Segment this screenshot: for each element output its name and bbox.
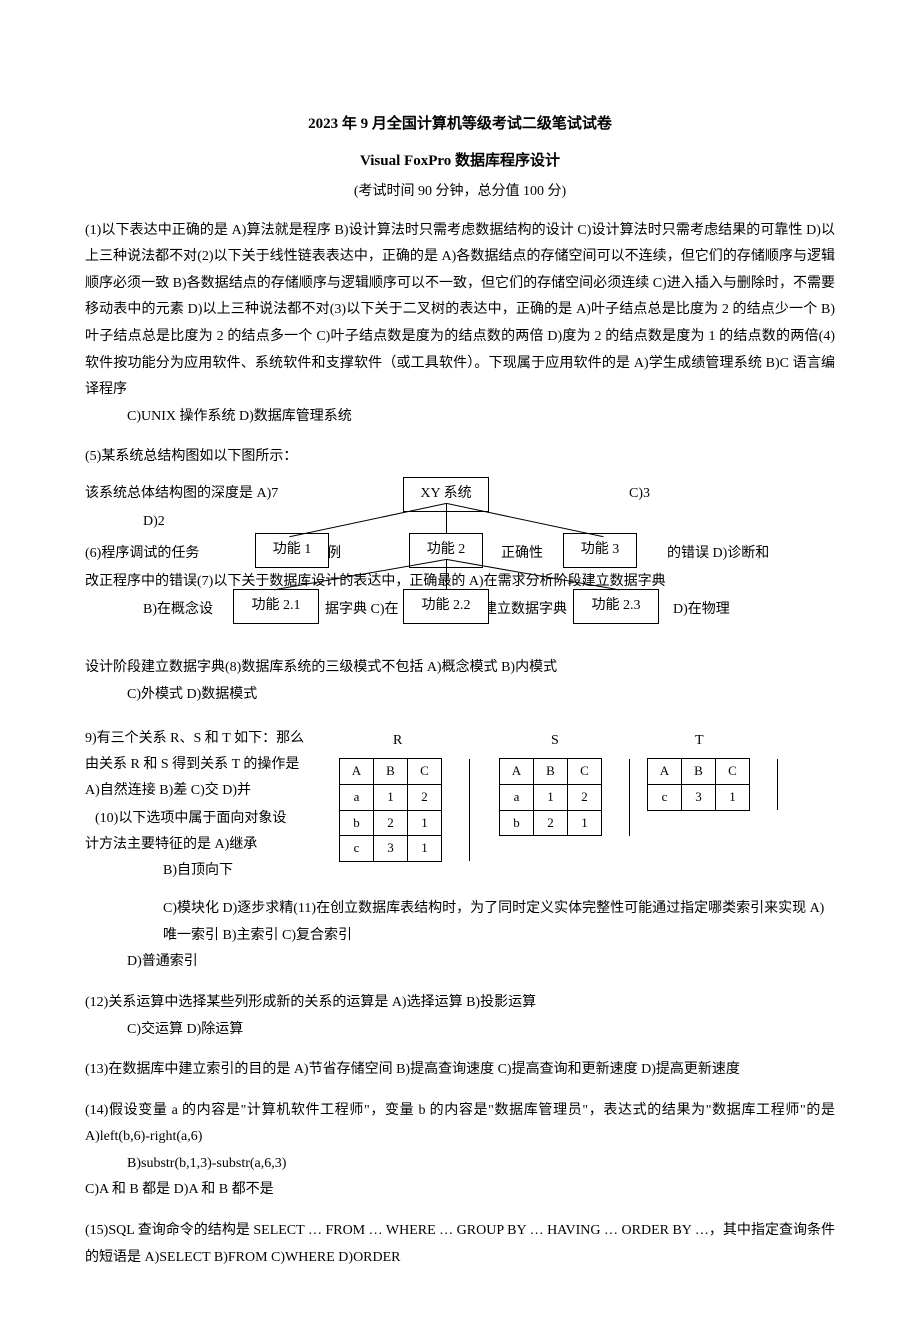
q10-text-1: (10)以下选项中属于面向对象设 xyxy=(95,806,286,833)
table-r: ABC a12 b21 c31 xyxy=(339,758,470,862)
q15: (15)SQL 查询命令的结构是 SELECT … FROM … WHERE …… xyxy=(85,1218,835,1271)
q4-options: C)UNIX 操作系统 D)数据库管理系统 xyxy=(127,404,835,431)
tree-l1-3: 功能 3 xyxy=(563,533,637,568)
line-r-2 xyxy=(446,503,447,533)
q14: (14)假设变量 a 的内容是"计算机软件工程师"，变量 b 的内容是"数据库管… xyxy=(85,1098,835,1151)
q6-text-a: (6)程序调试的任务 xyxy=(85,541,199,568)
q5-text-a: 该系统总体结构图的深度是 A)7 xyxy=(85,481,278,508)
table-label-r: R xyxy=(393,728,402,755)
line-m-2 xyxy=(446,559,447,589)
relational-tables-area: 9)有三个关系 R、S 和 T 如下：那么 由关系 R 和 S 得到关系 T 的… xyxy=(85,726,835,896)
q9-text-1: 9)有三个关系 R、S 和 T 如下：那么 xyxy=(85,726,304,753)
tree-l2-3: 功能 2.3 xyxy=(573,589,659,624)
q12-options: C)交运算 D)除运算 xyxy=(127,1017,835,1044)
table-t: ABC c31 xyxy=(647,758,778,810)
q6-text-d: 的错误 D)诊断和 xyxy=(667,541,769,568)
questions-1-4: (1)以下表达中正确的是 A)算法就是程序 B)设计算法时只需考虑数据结构的设计… xyxy=(85,218,835,404)
q13: (13)在数据库中建立索引的目的是 A)节省存储空间 B)提高查询速度 C)提高… xyxy=(85,1057,835,1084)
q10-text-2: 计方法主要特征的是 A)继承 xyxy=(85,832,257,859)
q7-q8: 设计阶段建立数据字典(8)数据库系统的三级模式不包括 A)概念模式 B)内模式 xyxy=(85,655,835,682)
q9-text-3: A)自然连接 B)差 C)交 D)并 xyxy=(85,778,251,805)
table-s: ABC a12 b21 xyxy=(499,758,630,836)
page-subtitle: Visual FoxPro 数据库程序设计 xyxy=(85,147,835,176)
q6-text-c: 正确性 xyxy=(501,541,543,568)
structure-diagram: 该系统总体结构图的深度是 A)7 C)3 D)2 (6)程序调试的任务 用例 正… xyxy=(85,477,835,647)
q11-opt-d: D)普通索引 xyxy=(127,949,835,976)
tree-l2-1: 功能 2.1 xyxy=(233,589,319,624)
q12: (12)关系运算中选择某些列形成新的关系的运算是 A)选择运算 B)投影运算 xyxy=(85,990,835,1017)
tree-l2-2: 功能 2.2 xyxy=(403,589,489,624)
exam-info: (考试时间 90 分钟，总分值 100 分) xyxy=(85,179,835,206)
q5-opt-c: C)3 xyxy=(629,481,650,508)
table-label-s: S xyxy=(551,728,559,755)
q5-intro: (5)某系统总结构图如以下图所示： xyxy=(85,444,835,471)
tree-l1-1: 功能 1 xyxy=(255,533,329,568)
q8-options: C)外模式 D)数据模式 xyxy=(127,682,835,709)
q7-text-e: D)在物理 xyxy=(673,597,730,624)
q7-text-b: B)在概念设 xyxy=(143,597,213,624)
q7-text-c: 据字典 C)在 xyxy=(325,597,399,624)
q10-text-3: B)自顶向下 xyxy=(163,858,233,885)
q14-opt-b: B)substr(b,1,3)-substr(a,6,3) xyxy=(127,1151,835,1178)
table-label-t: T xyxy=(695,728,704,755)
q14-opt-cd: C)A 和 B 都是 D)A 和 B 都不是 xyxy=(85,1177,835,1204)
q5-opt-d: D)2 xyxy=(143,509,165,536)
q9-text-2: 由关系 R 和 S 得到关系 T 的操作是 xyxy=(85,752,299,779)
q7-text-d: 建立数据字典 xyxy=(483,597,567,624)
page-title: 2023 年 9 月全国计算机等级考试二级笔试试卷 xyxy=(85,110,835,139)
q10-q11: C)模块化 D)逐步求精(11)在创立数据库表结构时，为了同时定义实体完整性可能… xyxy=(163,896,835,949)
